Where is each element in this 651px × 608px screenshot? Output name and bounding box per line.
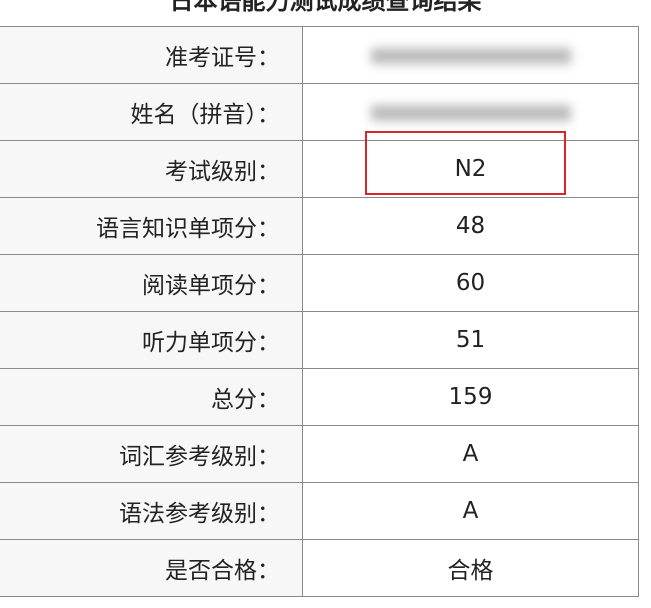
row-label: 听力单项分： (0, 311, 303, 369)
row-label: 准考证号： (0, 26, 303, 84)
row-value: 51 (302, 311, 639, 369)
table-row: 阅读单项分： 60 (0, 254, 639, 312)
value-text: 合格 (447, 558, 494, 584)
row-value: 合格 (302, 539, 639, 597)
value-text: A (462, 441, 479, 467)
result-table: 准考证号： 姓名（拼音）： 考试级别： N2 语言知识单项分： 48 阅读单项分： 60 听力单… (0, 26, 639, 597)
table-row: 词汇参考级别： A (0, 425, 639, 483)
value-text: A (462, 498, 479, 524)
row-label: 是否合格： (0, 539, 303, 597)
value-text: 51 (455, 327, 486, 353)
value-text: N2 (454, 156, 487, 182)
row-value: 60 (302, 254, 639, 312)
row-value: 159 (302, 368, 639, 426)
table-row: 听力单项分： 51 (0, 311, 639, 369)
row-value: A (302, 425, 639, 483)
row-label: 词汇参考级别： (0, 425, 303, 483)
value-text: 159 (448, 384, 493, 410)
row-label: 语法参考级别： (0, 482, 303, 540)
value-text: 48 (455, 213, 486, 239)
table-row: 准考证号： (0, 26, 639, 84)
table-row: 考试级别： N2 (0, 131, 639, 198)
row-value: N2 (302, 131, 639, 198)
row-label: 语言知识单项分： (0, 197, 303, 255)
row-label: 总分： (0, 368, 303, 426)
blurred-value (370, 47, 571, 64)
row-label: 阅读单项分： (0, 254, 303, 312)
table-row: 语法参考级别： A (0, 482, 639, 540)
table-row: 总分： 159 (0, 368, 639, 426)
blurred-value (370, 104, 571, 121)
row-value (302, 26, 639, 84)
row-value: 48 (302, 197, 639, 255)
row-value: A (302, 482, 639, 540)
value-text: 60 (455, 270, 486, 296)
table-row: 是否合格： 合格 (0, 539, 639, 597)
table-row: 语言知识单项分： 48 (0, 197, 639, 255)
row-label: 姓名（拼音）： (0, 83, 303, 141)
page-title: 日本语能力测试成绩查询结果 (169, 0, 482, 15)
row-label: 考试级别： (0, 140, 303, 198)
highlight-box (365, 131, 566, 195)
